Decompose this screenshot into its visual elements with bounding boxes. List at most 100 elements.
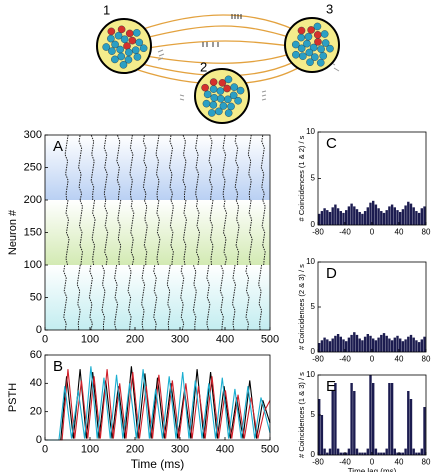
- spike-volley: [64, 134, 69, 201]
- histogram-bar: [326, 339, 329, 352]
- histogram-bar: [328, 341, 332, 352]
- histogram-bar: [361, 213, 364, 225]
- histogram-bar: [407, 201, 410, 225]
- spike-volley: [117, 199, 122, 266]
- spike-volley: [195, 199, 201, 266]
- histogram-bar: [401, 341, 405, 352]
- neuron: [299, 52, 307, 60]
- spike-volley: [63, 264, 68, 331]
- x-tick-label: 0: [370, 355, 375, 364]
- histogram-bar: [353, 391, 356, 455]
- y-tick-label: 250: [24, 161, 42, 173]
- y-tick-label: 0: [36, 324, 42, 336]
- y-tick-label: 0: [311, 347, 316, 356]
- y-axis-label: # Coincidences (1 & 2) / s: [297, 135, 306, 221]
- spike-volley: [114, 264, 119, 331]
- neuron: [210, 94, 219, 102]
- spike-volley: [141, 264, 146, 331]
- x-tick-label: 200: [126, 444, 144, 456]
- histogram-bar: [336, 208, 340, 225]
- y-axis-label: Neuron #: [7, 209, 19, 255]
- spike-volley: [103, 134, 108, 201]
- x-tick-label: -40: [339, 355, 351, 364]
- neuron: [125, 29, 134, 38]
- histogram-bar: [318, 213, 321, 225]
- neuron: [311, 53, 319, 61]
- panel: 0 100 200 300 400 500 0 50 100 150 200 250 300 A Neuro…: [7, 129, 279, 346]
- neuron: [317, 45, 325, 53]
- y-tick-label: 10: [306, 370, 315, 379]
- neuron: [297, 44, 306, 53]
- histogram-bar: [320, 340, 324, 352]
- y-axis-label: # Coincidences (2 & 3) / s: [297, 264, 306, 350]
- network-diagram: 1 2 3: [96, 1, 340, 124]
- x-tick-label: 40: [395, 458, 404, 467]
- connection: [144, 25, 293, 39]
- histogram-bar: [339, 211, 342, 225]
- y-tick-label: 10: [306, 257, 315, 266]
- y-tick-label: 150: [24, 226, 42, 238]
- spike-volley: [91, 199, 96, 266]
- neuron: [297, 33, 305, 42]
- neuron: [209, 78, 218, 86]
- x-tick-label: 200: [126, 334, 144, 346]
- panel: -80 -40 0 40 80 0 5 10 D # Coincidences (2 & 3) /…: [297, 257, 431, 363]
- neuron: [117, 52, 126, 61]
- spike-volley: [76, 264, 81, 331]
- histogram-bar: [396, 452, 399, 455]
- histogram-bar: [380, 334, 383, 352]
- histogram-bar: [361, 452, 364, 455]
- neuron: [131, 46, 140, 54]
- x-tick-label: -80: [312, 458, 324, 467]
- histogram-bar: [399, 211, 402, 225]
- histogram-bar: [407, 391, 410, 455]
- spike-volley: [206, 264, 211, 331]
- tick-group: [202, 14, 242, 47]
- histogram-bar: [415, 211, 418, 225]
- histogram-bar: [382, 452, 386, 455]
- spike-volley: [192, 264, 197, 330]
- histogram-bar: [345, 341, 348, 352]
- histogram-bar: [380, 211, 383, 225]
- connection: [147, 40, 291, 49]
- x-tick-label: 80: [422, 458, 431, 467]
- neuron: [102, 43, 110, 51]
- x-tick-label: 400: [216, 334, 234, 346]
- y-tick-label: 10: [306, 127, 315, 136]
- x-tick-label: 0: [42, 444, 48, 456]
- histogram-bar: [347, 206, 351, 225]
- histogram-bar: [420, 448, 423, 455]
- histogram-bar: [358, 452, 361, 455]
- x-tick-label: -80: [312, 355, 324, 364]
- psth-line: [45, 366, 271, 441]
- histogram-bar: [318, 399, 321, 455]
- spike-volley: [168, 134, 174, 201]
- neuron: [128, 36, 137, 45]
- histogram-bar: [372, 383, 375, 455]
- histogram-bar: [377, 452, 380, 455]
- histogram-bar: [372, 200, 375, 225]
- y-tick-label: 5: [311, 410, 316, 419]
- connection: [139, 14, 296, 31]
- neuron: [223, 84, 231, 93]
- neuron: [224, 75, 233, 84]
- neuron: [319, 52, 328, 60]
- histogram-bar: [342, 339, 345, 352]
- histogram-bar: [342, 212, 345, 225]
- neuron: [209, 85, 218, 93]
- histogram-bar: [353, 332, 356, 352]
- histogram-bar: [334, 383, 337, 455]
- histogram-bar: [390, 340, 394, 352]
- neuron: [125, 48, 133, 57]
- histogram-bar: [363, 211, 367, 225]
- spike-volley: [78, 199, 84, 266]
- histogram-bar: [420, 339, 423, 352]
- histogram-bar: [388, 338, 391, 352]
- histogram-bar: [342, 452, 345, 455]
- histogram-bar: [345, 210, 348, 225]
- histogram-bar: [417, 212, 421, 225]
- neuron: [203, 90, 212, 99]
- neuron: [135, 38, 144, 47]
- histogram-bar: [409, 399, 413, 455]
- neuron: [306, 58, 314, 67]
